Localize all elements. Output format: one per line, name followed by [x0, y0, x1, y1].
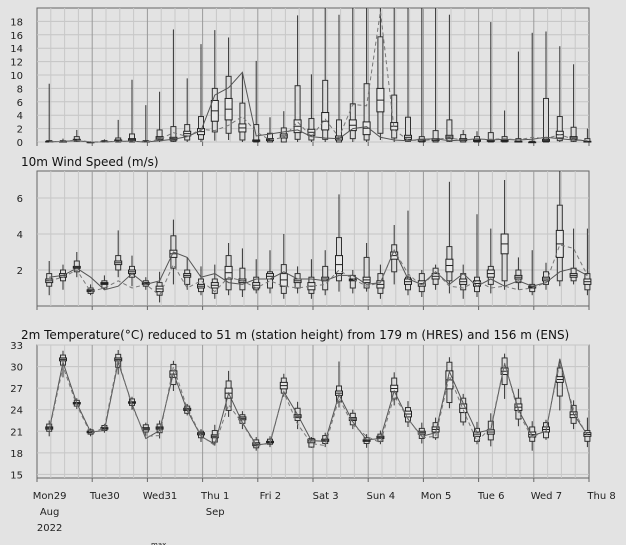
y-tick-label: 2	[17, 266, 23, 277]
wind-title: 10m Wind Speed (m/s)	[21, 155, 159, 169]
x-tick-label: Wed31	[143, 491, 178, 502]
precip-panel: 0 2 4 6 8 10 12 14 16 18	[10, 7, 592, 149]
box-outer	[405, 116, 411, 142]
series-line-solid	[49, 71, 588, 143]
x-sublabel: Aug	[40, 507, 60, 518]
y-tick-label: 14	[10, 44, 23, 55]
y-tick-label: 6	[17, 194, 23, 205]
box-outer	[267, 271, 273, 289]
y-tick-label: 8	[17, 84, 23, 95]
y-tick-label: 15	[10, 470, 23, 481]
x-tick-label: Wed 7	[531, 491, 562, 502]
x-tick-label: Tue30	[89, 491, 120, 502]
wind-panel: 2 4 6	[17, 170, 592, 310]
box-outer	[267, 132, 273, 143]
box-outer	[363, 256, 370, 289]
box-outer	[377, 36, 384, 134]
y-tick-label: 33	[10, 341, 23, 352]
x-tick-label: Sun 4	[367, 491, 396, 502]
box-outer	[349, 274, 356, 289]
series-line-dashed	[49, 11, 588, 143]
y-tick-label: 30	[10, 363, 23, 374]
y-tick-label: 10	[10, 71, 23, 82]
box-outer	[391, 94, 398, 139]
x-tick-label: Sat 3	[313, 491, 339, 502]
series-line-solid	[49, 248, 588, 291]
x-tick-label: Mon 5	[421, 491, 452, 502]
y-tick-label: 18	[10, 17, 23, 28]
y-tick-label: 0	[17, 138, 23, 149]
x-sublabel: 2022	[37, 523, 62, 534]
y-tick-label: 4	[17, 111, 23, 122]
box-outer	[294, 85, 301, 140]
y-tick-label: 4	[17, 230, 23, 241]
temperature-panel: 15 18 21 24 27 30 33	[10, 341, 592, 482]
y-tick-label: 27	[10, 384, 23, 395]
box-outer	[239, 102, 246, 141]
box-outer	[446, 119, 453, 142]
box-outer	[322, 79, 329, 140]
y-tick-label: 2	[17, 125, 23, 136]
y-tick-label: 16	[10, 31, 23, 42]
box-outer	[129, 133, 135, 143]
y-tick-label: 6	[17, 98, 23, 109]
box-outer	[363, 83, 370, 141]
x-tick-label: Mon29	[33, 491, 67, 502]
box-outer	[198, 116, 204, 140]
y-tick-label: 18	[10, 449, 23, 460]
box-outer	[556, 116, 563, 142]
x-sublabel: Sep	[206, 507, 225, 518]
box-outer	[487, 132, 494, 143]
temperature-title: 2m Temperature(°C) reduced to 51 m (stat…	[21, 328, 569, 342]
series-line-dashed	[48, 359, 588, 447]
x-tick-label: Fri 2	[260, 491, 281, 502]
x-tick-label: Thu 1	[200, 491, 229, 502]
y-tick-label: 12	[10, 58, 23, 69]
box-outer	[543, 97, 549, 143]
y-tick-label: 21	[10, 427, 23, 438]
box-outer	[170, 126, 177, 142]
footer-label: max	[151, 541, 166, 545]
series-line-dashed	[49, 244, 588, 296]
box-outer	[432, 130, 439, 143]
x-axis: Mon29 Tue30 Wed31 Thu 1 Fri 2 Sat 3 Sun 4 Mon 5…	[33, 491, 616, 534]
x-tick-label: Tue 6	[477, 491, 505, 502]
x-tick-label: Thu 8	[586, 491, 615, 502]
box-outer	[570, 126, 577, 142]
y-tick-label: 24	[10, 406, 23, 417]
